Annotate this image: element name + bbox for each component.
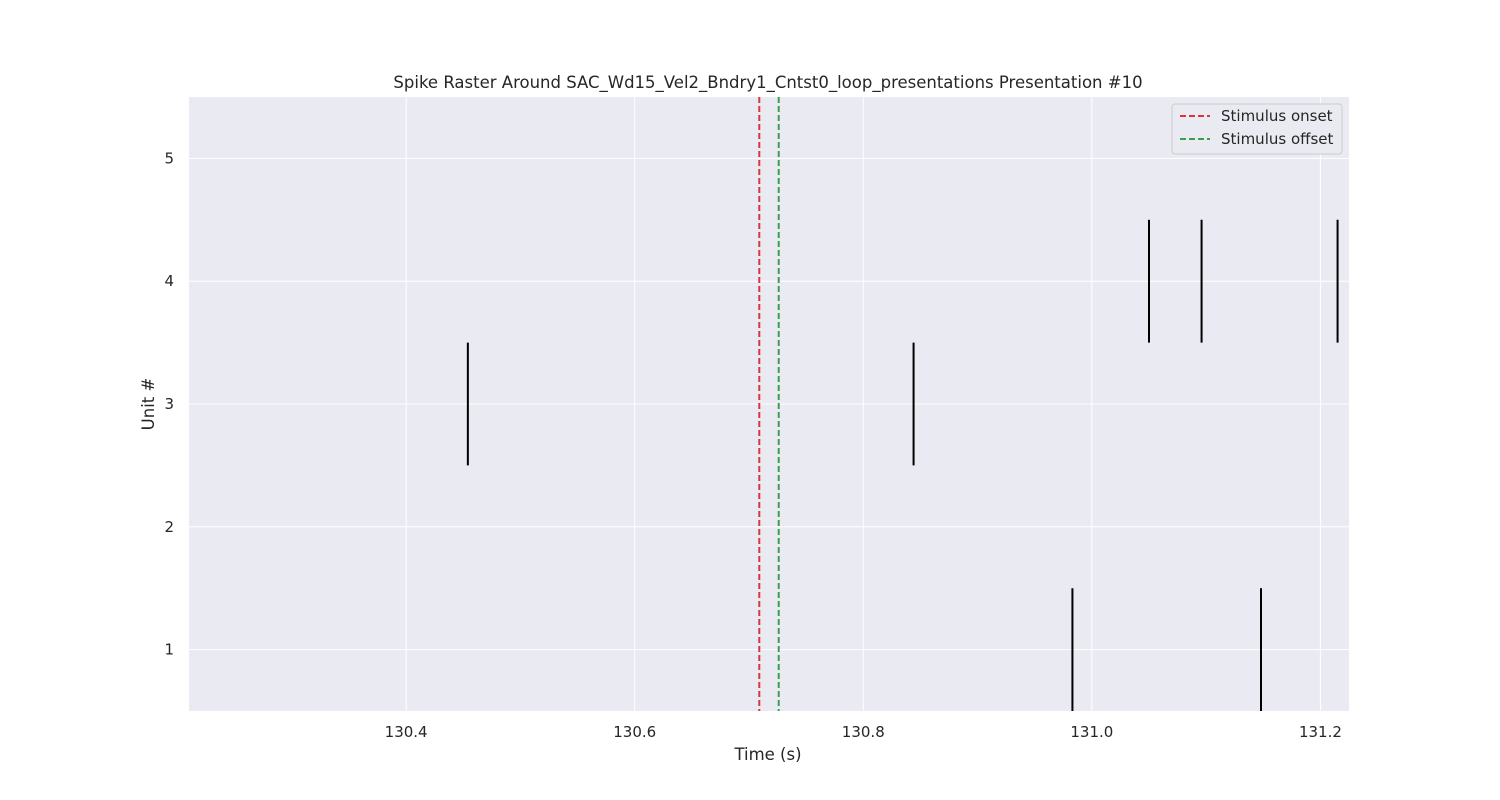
- legend: Stimulus onset Stimulus offset: [1171, 103, 1343, 155]
- y-tick-label: 2: [164, 518, 174, 536]
- legend-offset-label: Stimulus offset: [1221, 130, 1334, 148]
- y-tick-label: 1: [164, 641, 174, 659]
- spike-marks: [466, 219, 1339, 711]
- x-tick-label: 130.8: [842, 723, 885, 741]
- x-tick-label: 130.6: [613, 723, 656, 741]
- x-tick-label: 130.4: [385, 723, 428, 741]
- y-tick-label: 4: [164, 272, 174, 290]
- y-tick-label: 5: [164, 149, 174, 167]
- y-tick-labels: 1 2 3 4 5: [164, 149, 174, 658]
- y-axis-label: Unit #: [139, 378, 158, 431]
- legend-onset-label: Stimulus onset: [1221, 107, 1333, 125]
- y-tick-label: 3: [164, 395, 174, 413]
- x-tick-label: 131.0: [1070, 723, 1113, 741]
- x-tick-label: 131.2: [1299, 723, 1342, 741]
- legend-box: [1171, 103, 1343, 155]
- grid-lines: [189, 97, 1349, 711]
- chart-title: Spike Raster Around SAC_Wd15_Vel2_Bndry1…: [393, 73, 1142, 93]
- x-tick-labels: 130.4 130.6 130.8 131.0 131.2: [385, 723, 1342, 741]
- stimulus-lines: [758, 97, 780, 711]
- x-axis-label: Time (s): [733, 745, 801, 764]
